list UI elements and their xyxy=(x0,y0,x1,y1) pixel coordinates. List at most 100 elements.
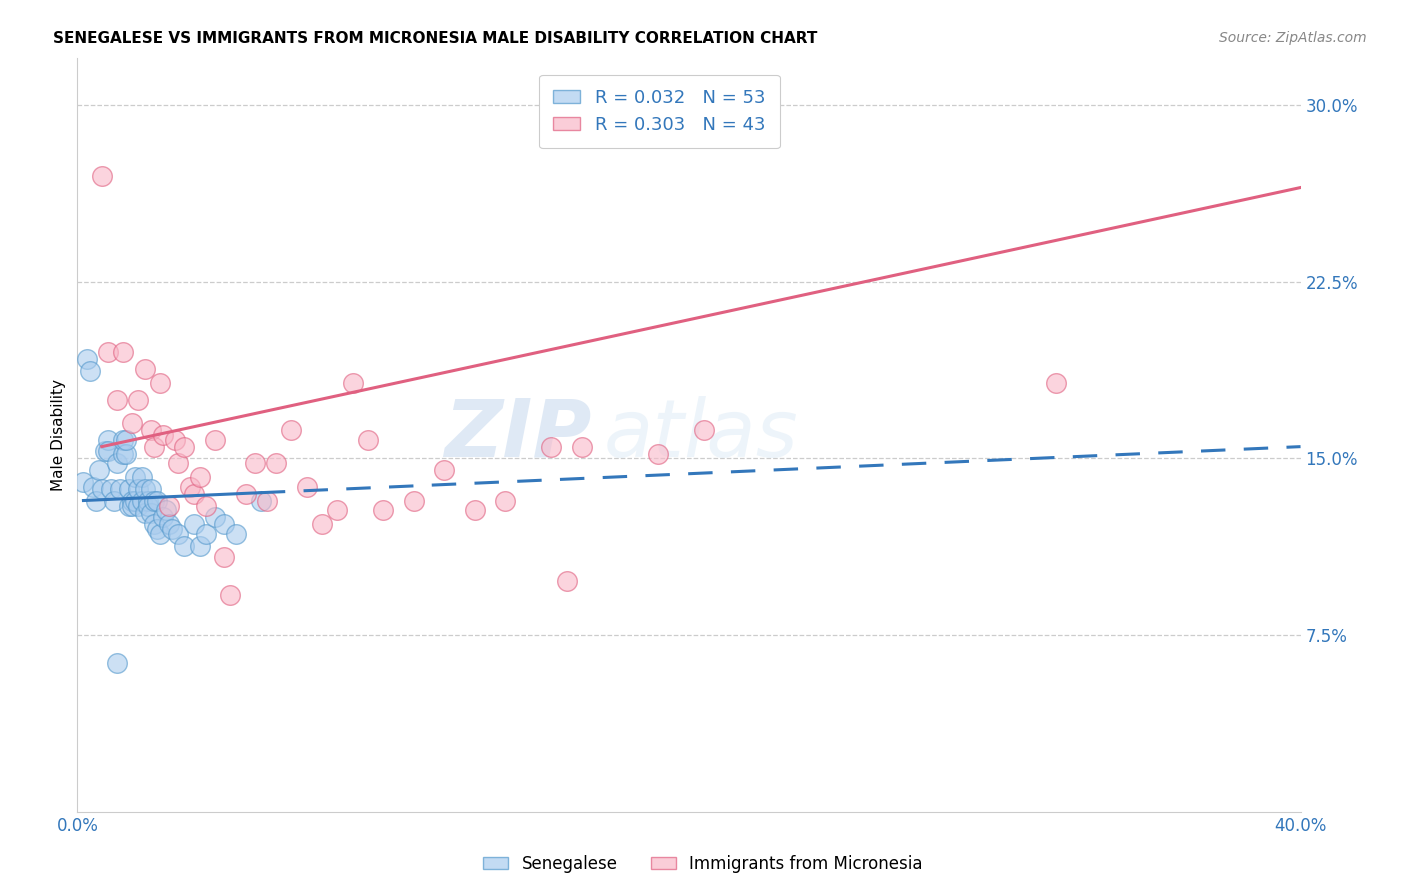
Point xyxy=(188,539,211,553)
Point xyxy=(79,364,101,378)
Point xyxy=(179,480,201,494)
Point xyxy=(188,470,211,484)
Point xyxy=(127,482,149,496)
Point xyxy=(136,493,159,508)
Point xyxy=(194,499,217,513)
Point xyxy=(115,447,138,461)
Y-axis label: Male Disability: Male Disability xyxy=(51,379,66,491)
Point xyxy=(212,550,235,565)
Legend: R = 0.032   N = 53, R = 0.303   N = 43: R = 0.032 N = 53, R = 0.303 N = 43 xyxy=(538,75,780,148)
Point xyxy=(157,517,180,532)
Text: SENEGALESE VS IMMIGRANTS FROM MICRONESIA MALE DISABILITY CORRELATION CHART: SENEGALESE VS IMMIGRANTS FROM MICRONESIA… xyxy=(53,31,818,46)
Point xyxy=(87,463,110,477)
Point xyxy=(139,423,162,437)
Point xyxy=(142,493,165,508)
Point xyxy=(105,392,128,407)
Point xyxy=(311,517,333,532)
Legend: Senegalese, Immigrants from Micronesia: Senegalese, Immigrants from Micronesia xyxy=(477,848,929,880)
Point xyxy=(165,433,187,447)
Point xyxy=(357,433,380,447)
Point xyxy=(326,503,349,517)
Point xyxy=(194,526,217,541)
Point xyxy=(131,493,153,508)
Point xyxy=(146,522,169,536)
Point xyxy=(112,447,135,461)
Point xyxy=(204,433,226,447)
Point xyxy=(108,482,131,496)
Point xyxy=(134,362,156,376)
Point xyxy=(112,345,135,359)
Text: ZIP: ZIP xyxy=(444,396,591,474)
Point xyxy=(121,416,143,430)
Point xyxy=(225,526,247,541)
Point xyxy=(131,470,153,484)
Point xyxy=(219,588,242,602)
Point xyxy=(433,463,456,477)
Point xyxy=(555,574,578,588)
Point xyxy=(139,482,162,496)
Point xyxy=(76,352,98,367)
Point xyxy=(212,517,235,532)
Point xyxy=(90,169,112,183)
Point xyxy=(160,522,183,536)
Point xyxy=(235,487,257,501)
Point xyxy=(149,376,172,390)
Point xyxy=(571,440,593,454)
Point xyxy=(647,447,669,461)
Point xyxy=(167,456,190,470)
Point xyxy=(495,493,517,508)
Point xyxy=(256,493,278,508)
Point xyxy=(152,428,174,442)
Point xyxy=(152,510,174,524)
Point xyxy=(157,499,180,513)
Point xyxy=(167,526,190,541)
Point xyxy=(280,423,302,437)
Point xyxy=(105,657,128,671)
Point xyxy=(127,392,149,407)
Point xyxy=(204,510,226,524)
Point xyxy=(136,499,159,513)
Point xyxy=(124,493,146,508)
Point xyxy=(142,440,165,454)
Point xyxy=(118,482,141,496)
Point xyxy=(295,480,318,494)
Point xyxy=(134,482,156,496)
Point xyxy=(127,499,149,513)
Point xyxy=(90,482,112,496)
Point xyxy=(155,503,177,517)
Point xyxy=(1045,376,1067,390)
Text: Source: ZipAtlas.com: Source: ZipAtlas.com xyxy=(1219,31,1367,45)
Point xyxy=(173,539,195,553)
Point xyxy=(97,433,120,447)
Point xyxy=(134,506,156,520)
Point xyxy=(149,526,172,541)
Point xyxy=(115,433,138,447)
Point xyxy=(342,376,364,390)
Point xyxy=(82,480,104,494)
Point xyxy=(97,444,120,458)
Point xyxy=(142,517,165,532)
Point xyxy=(540,440,562,454)
Point xyxy=(183,487,205,501)
Point xyxy=(402,493,425,508)
Point xyxy=(139,506,162,520)
Point xyxy=(173,440,195,454)
Point xyxy=(183,517,205,532)
Point xyxy=(250,493,273,508)
Point xyxy=(264,456,287,470)
Point xyxy=(121,493,143,508)
Point xyxy=(371,503,394,517)
Point xyxy=(112,433,135,447)
Point xyxy=(103,493,125,508)
Point xyxy=(146,493,169,508)
Point xyxy=(100,482,122,496)
Point xyxy=(693,423,716,437)
Point xyxy=(118,499,141,513)
Text: atlas: atlas xyxy=(603,396,799,474)
Point xyxy=(124,470,146,484)
Point xyxy=(121,499,143,513)
Point xyxy=(97,345,120,359)
Point xyxy=(464,503,486,517)
Point xyxy=(72,475,94,489)
Point xyxy=(84,493,107,508)
